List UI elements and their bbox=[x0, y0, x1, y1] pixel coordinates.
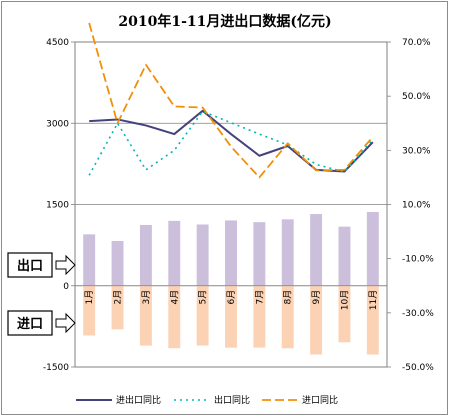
import-bar bbox=[310, 285, 323, 355]
callout-2: 进口 bbox=[7, 310, 76, 336]
export-bar bbox=[196, 224, 209, 286]
export-bar bbox=[281, 219, 294, 286]
import-bar bbox=[281, 285, 294, 349]
import-bar bbox=[83, 285, 96, 336]
export-bar bbox=[139, 224, 152, 286]
line-series-3 bbox=[88, 22, 374, 179]
import-bar bbox=[168, 285, 181, 349]
left-tick-label: 4500 bbox=[46, 38, 69, 48]
export-bar bbox=[310, 214, 323, 286]
month-label: 9月 bbox=[311, 290, 322, 305]
left-tick-label: 3000 bbox=[46, 119, 69, 129]
left-tick-label: 1500 bbox=[46, 201, 69, 211]
callout-box bbox=[7, 252, 53, 278]
export-bar bbox=[338, 226, 351, 286]
legend-label: 出口同比 bbox=[214, 394, 250, 406]
import-bar bbox=[338, 285, 351, 343]
month-label: 3月 bbox=[141, 290, 152, 305]
plot-area: 4500 3000 1500 0 -1500 70.0% 50.0% 30.0% 10.0% -1… bbox=[7, 22, 434, 373]
month-label: 11月 bbox=[368, 290, 379, 310]
right-tick-label: 50.0% bbox=[402, 92, 431, 102]
left-tick-label: -1500 bbox=[43, 363, 69, 373]
callout-arrow bbox=[55, 312, 76, 334]
callout-label: 出口 bbox=[17, 258, 43, 274]
import-bar bbox=[366, 285, 379, 355]
right-tick-label: -30.0% bbox=[402, 309, 434, 319]
import-bar bbox=[111, 285, 124, 330]
callout-box bbox=[7, 310, 53, 336]
export-bar bbox=[225, 220, 237, 286]
month-label: 4月 bbox=[169, 290, 180, 305]
import-bar bbox=[139, 285, 152, 346]
left-tick-label: 0 bbox=[63, 282, 69, 292]
right-tick-label: -50.0% bbox=[402, 363, 434, 373]
month-label: 6月 bbox=[226, 290, 237, 305]
export-bar bbox=[366, 212, 379, 286]
right-tick-label: 30.0% bbox=[402, 146, 431, 156]
callout-label: 进口 bbox=[17, 317, 43, 332]
month-label: 1月 bbox=[84, 290, 95, 305]
right-tick-label: -10.0% bbox=[402, 255, 434, 265]
month-label: 5月 bbox=[198, 290, 209, 305]
legend: 进出口同比 出口同比 进口同比 bbox=[76, 394, 338, 406]
import-bar bbox=[225, 285, 237, 348]
callout-1: 出口 bbox=[7, 252, 76, 278]
export-bar bbox=[168, 220, 181, 286]
right-tick-label: 70.0% bbox=[402, 38, 431, 48]
chart-title: 2010年1-11月进出口数据(亿元) bbox=[118, 13, 331, 30]
import-bar bbox=[253, 285, 266, 348]
legend-label: 进口同比 bbox=[302, 394, 338, 406]
export-bar bbox=[111, 241, 124, 286]
export-bar bbox=[83, 234, 96, 286]
month-label: 7月 bbox=[254, 290, 265, 305]
export-bar bbox=[253, 222, 266, 286]
line-series-1 bbox=[89, 109, 374, 173]
line-series-2 bbox=[88, 110, 374, 176]
legend-label: 进出口同比 bbox=[116, 394, 161, 406]
right-tick-label: 10.0% bbox=[402, 201, 431, 211]
month-label: 8月 bbox=[283, 290, 294, 305]
month-label: 10月 bbox=[339, 290, 350, 310]
month-label: 2月 bbox=[113, 290, 124, 305]
import-bar bbox=[196, 285, 209, 346]
callout-arrow bbox=[55, 254, 76, 276]
